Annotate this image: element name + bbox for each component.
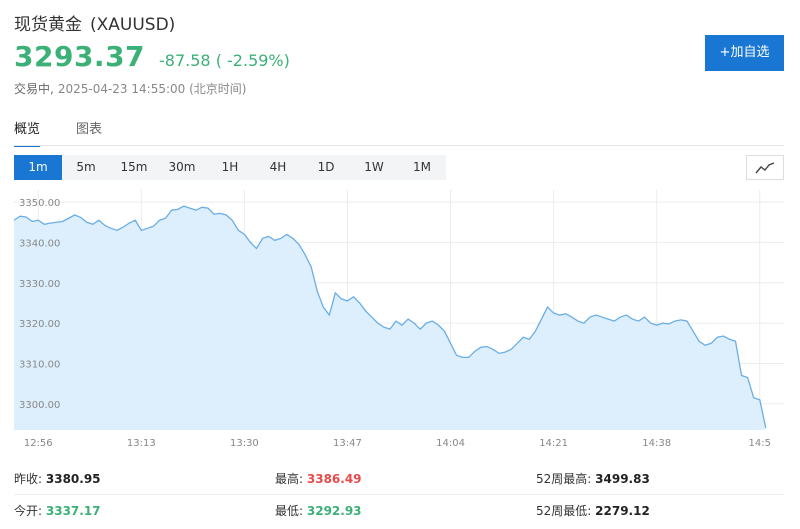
y-tick-label: 3320.00 xyxy=(19,319,60,330)
price-chart: 3350.00 3340.00 3330.00 3320.00 3310.00 3300.… xyxy=(14,190,784,454)
tab-overview[interactable]: 概览 xyxy=(14,118,41,147)
current-price: 3293.37 xyxy=(14,40,146,73)
instrument-name: 现货黄金 xyxy=(14,15,82,35)
period-1mo[interactable]: 1M xyxy=(413,160,431,174)
period-1d[interactable]: 1D xyxy=(317,160,335,174)
x-tick-label: 14:38 xyxy=(642,438,671,449)
instrument-title: 现货黄金 (XAUUSD) xyxy=(14,10,175,35)
stat-open-value: 3337.17 xyxy=(45,504,101,518)
line-chart-icon xyxy=(755,161,775,173)
period-1w[interactable]: 1W xyxy=(364,160,384,174)
tab-divider xyxy=(14,145,784,146)
stat-52w-low-value: 2279.12 xyxy=(595,504,650,518)
y-tick-label: 3340.00 xyxy=(19,238,60,249)
period-15m[interactable]: 15m xyxy=(120,160,148,174)
stat-low-value: 3292.93 xyxy=(306,504,362,518)
stats-row: 昨收: 3380.95 最高: 3386.49 52周最高: 3499.83 xyxy=(14,462,784,494)
view-tabs: 概览 图表 xyxy=(14,118,138,147)
x-tick-label: 13:13 xyxy=(127,438,156,449)
tab-chart[interactable]: 图表 xyxy=(76,122,103,137)
stat-52w-high-value: 3499.83 xyxy=(595,471,650,486)
x-tick-label: 13:47 xyxy=(333,438,362,449)
stats-panel: 昨收: 3380.95 最高: 3386.49 52周最高: 3499.83 今… xyxy=(14,462,784,526)
x-tick-label: 13:30 xyxy=(230,438,259,449)
y-tick-label: 3330.00 xyxy=(19,279,60,290)
stat-high: 最高: 3386.49 xyxy=(275,471,362,486)
trading-status: 交易中, 2025-04-23 14:55:00 (北京时间) xyxy=(14,80,246,97)
y-tick-label: 3310.00 xyxy=(19,359,60,370)
period-4h[interactable]: 4H xyxy=(269,160,287,174)
stat-prev-close: 昨收: 3380.95 xyxy=(14,471,101,486)
stat-open: 今开: 3337.17 xyxy=(14,504,101,518)
period-selector: 1m 5m 15m 30m 1H 4H 1D 1W 1M xyxy=(14,155,446,180)
x-tick-label: 14:5 xyxy=(749,438,771,449)
update-time: 2025-04-23 14:55:00 (北京时间) xyxy=(57,82,247,96)
add-watchlist-button[interactable]: +加自选 xyxy=(705,35,784,71)
price-change: -87.58 ( -2.59%) xyxy=(159,51,290,70)
period-1m[interactable]: 1m xyxy=(14,155,62,180)
x-tick-label: 14:21 xyxy=(539,438,568,449)
x-tick-label: 12:56 xyxy=(24,438,53,449)
y-tick-label: 3350.00 xyxy=(19,198,60,209)
period-1h[interactable]: 1H xyxy=(221,160,239,174)
stat-52w-low: 52周最低: 2279.12 xyxy=(536,504,650,518)
stat-52w-high: 52周最高: 3499.83 xyxy=(536,471,650,486)
stat-prev-close-value: 3380.95 xyxy=(45,471,101,486)
stat-high-value: 3386.49 xyxy=(306,471,362,486)
stats-row: 今开: 3337.17 最低: 3292.93 52周最低: 2279.12 xyxy=(14,494,784,526)
y-tick-label: 3300.00 xyxy=(19,400,60,411)
instrument-symbol: (XAUUSD) xyxy=(90,15,176,35)
price-chart-svg: 3350.00 3340.00 3330.00 3320.00 3310.00 3300.… xyxy=(14,190,784,449)
period-5m[interactable]: 5m xyxy=(76,160,96,174)
price-line xyxy=(14,205,767,429)
x-tick-label: 14:04 xyxy=(436,438,465,449)
price-area xyxy=(14,206,766,430)
status-text: 交易中, xyxy=(14,82,54,96)
chart-type-button[interactable] xyxy=(746,155,784,180)
stat-low: 最低: 3292.93 xyxy=(275,504,362,518)
period-30m[interactable]: 30m xyxy=(168,160,196,174)
price-row: 3293.37 -87.58 ( -2.59%) xyxy=(14,40,290,73)
